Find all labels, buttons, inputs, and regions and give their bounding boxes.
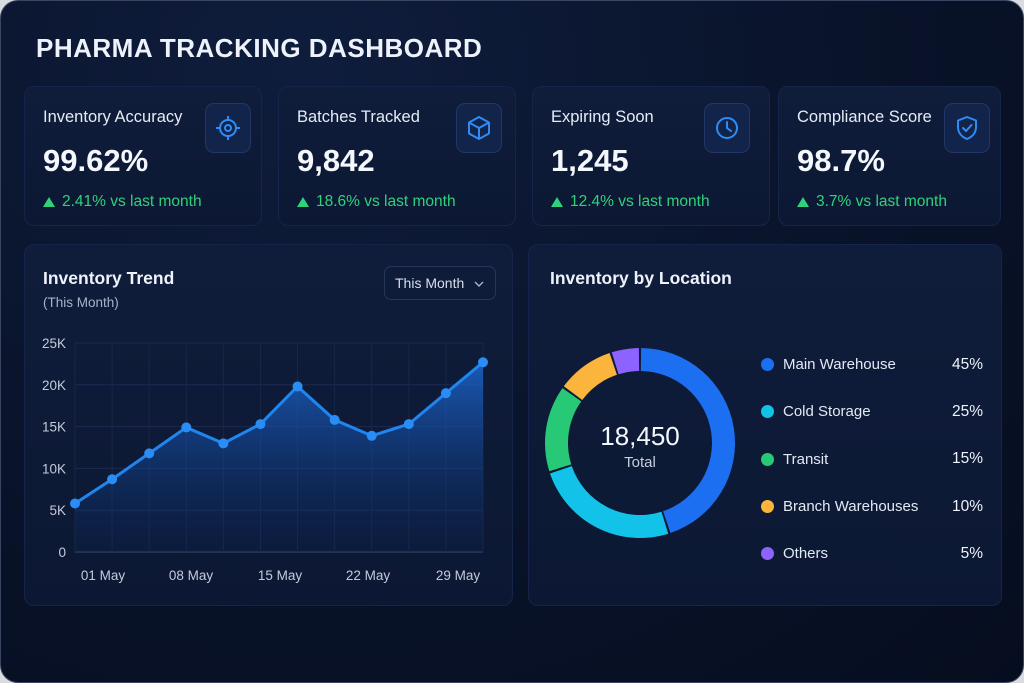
legend-swatch [761,405,774,419]
legend-label: Branch Warehouses [783,498,919,516]
legend-swatch [761,452,774,466]
data-point[interactable] [181,422,192,433]
kpi-label: Inventory Accuracy [43,108,183,126]
legend-label: Others [783,545,829,563]
legend-item: Branch Warehouses 10% [761,483,983,530]
legend-value: 5% [960,544,983,562]
y-tick-label: 0 [58,545,66,560]
kpi-card-compliance-score: Compliance Score 98.7% 3.7% vs last mont… [778,86,1001,226]
trend-line [74,361,484,505]
donut-center: 18,450 Total [580,421,700,471]
kpi-card-batches-tracked: Batches Tracked 9,842 18.6% vs last mont… [278,86,516,226]
donut-slice[interactable] [563,353,617,400]
legend-label: Cold Storage [783,403,871,421]
data-point[interactable] [292,381,303,392]
box-icon [456,103,502,153]
y-tick-label: 25K [42,336,66,351]
legend-value: 25% [951,402,983,420]
x-tick-label: 29 May [436,568,481,583]
period-dropdown-value: This Month [395,275,465,291]
donut-total-label: Total [624,454,656,471]
y-tick-label: 5K [49,503,66,518]
period-dropdown[interactable]: This Month [384,266,496,300]
panel-title: Inventory by Location [550,268,732,288]
inventory-trend-chart: 0 5K 10K 15K 20K 25K 01 May 08 May 15 May 22 May… [42,336,488,583]
donut-slice[interactable] [611,348,640,375]
legend-value: 45% [951,355,983,373]
kpi-card-expiring-soon: Expiring Soon 1,245 12.4% vs last month [532,86,770,226]
data-point[interactable] [144,448,155,459]
legend-item: Others 5% [761,530,983,577]
legend-swatch [761,547,774,561]
legend-item: Transit 15% [761,436,983,483]
kpi-value: 98.7% [797,143,885,178]
y-tick-label: 20K [42,378,66,393]
y-tick-label: 10K [42,461,66,476]
donut-slice[interactable] [545,388,582,472]
kpi-delta-text: 2.41% vs last month [62,193,202,210]
page-title: PHARMA TRACKING DASHBOARD [36,33,483,63]
target-icon [205,103,251,153]
inventory-trend-panel: Inventory Trend (This Month) This Month … [24,244,513,606]
up-arrow-icon [43,197,55,207]
up-arrow-icon [297,197,309,207]
legend-item: Cold Storage 25% [761,388,983,435]
data-point[interactable] [478,357,488,368]
x-tick-label: 08 May [169,568,214,583]
kpi-value: 9,842 [297,143,375,178]
legend-value: 10% [951,497,983,515]
panel-title: Inventory Trend [43,268,175,288]
up-arrow-icon [797,197,809,207]
kpi-delta: 12.4% vs last month [551,193,710,211]
donut-total-value: 18,450 [600,421,680,451]
shield-check-icon [944,103,990,153]
data-point[interactable] [440,388,451,399]
legend-item: Main Warehouse 45% [761,341,983,388]
x-tick-label: 15 May [258,568,303,583]
trend-area [75,362,483,552]
kpi-card-inventory-accuracy: Inventory Accuracy 99.62% 2.41% vs last … [24,86,262,226]
legend-swatch [761,358,774,372]
location-legend: Main Warehouse 45% Cold Storage 25% Tran… [761,341,983,577]
kpi-label: Batches Tracked [297,108,420,126]
data-point[interactable] [255,419,266,430]
x-tick-label: 22 May [346,568,391,583]
location-donut-chart [545,348,736,538]
inventory-by-location-panel: Inventory by Location 18,450 Total Main … [528,244,1002,606]
kpi-value: 99.62% [43,143,149,178]
kpi-delta: 2.41% vs last month [43,193,202,211]
panel-subtitle: (This Month) [43,295,119,310]
data-point[interactable] [107,474,118,485]
legend-value: 15% [951,450,983,468]
kpi-value: 1,245 [551,143,629,178]
kpi-delta-text: 18.6% vs last month [316,193,456,210]
chevron-down-icon [474,275,484,291]
kpi-label: Expiring Soon [551,108,654,126]
data-point[interactable] [218,438,229,449]
data-point[interactable] [329,414,340,425]
data-point[interactable] [366,430,377,441]
kpi-delta-text: 12.4% vs last month [570,193,710,210]
kpi-delta: 3.7% vs last month [797,193,947,211]
data-point[interactable] [403,419,414,430]
legend-label: Transit [783,450,829,468]
kpi-delta: 18.6% vs last month [297,193,456,211]
donut-slice[interactable] [550,466,669,538]
legend-swatch [761,500,774,514]
clock-icon [704,103,750,153]
legend-label: Main Warehouse [783,356,896,374]
up-arrow-icon [551,197,563,207]
kpi-delta-text: 3.7% vs last month [816,193,947,210]
y-tick-label: 15K [42,420,66,435]
donut-slice[interactable] [640,348,736,533]
data-point[interactable] [70,498,80,509]
kpi-label: Compliance Score [797,108,932,126]
x-tick-label: 01 May [81,568,126,583]
